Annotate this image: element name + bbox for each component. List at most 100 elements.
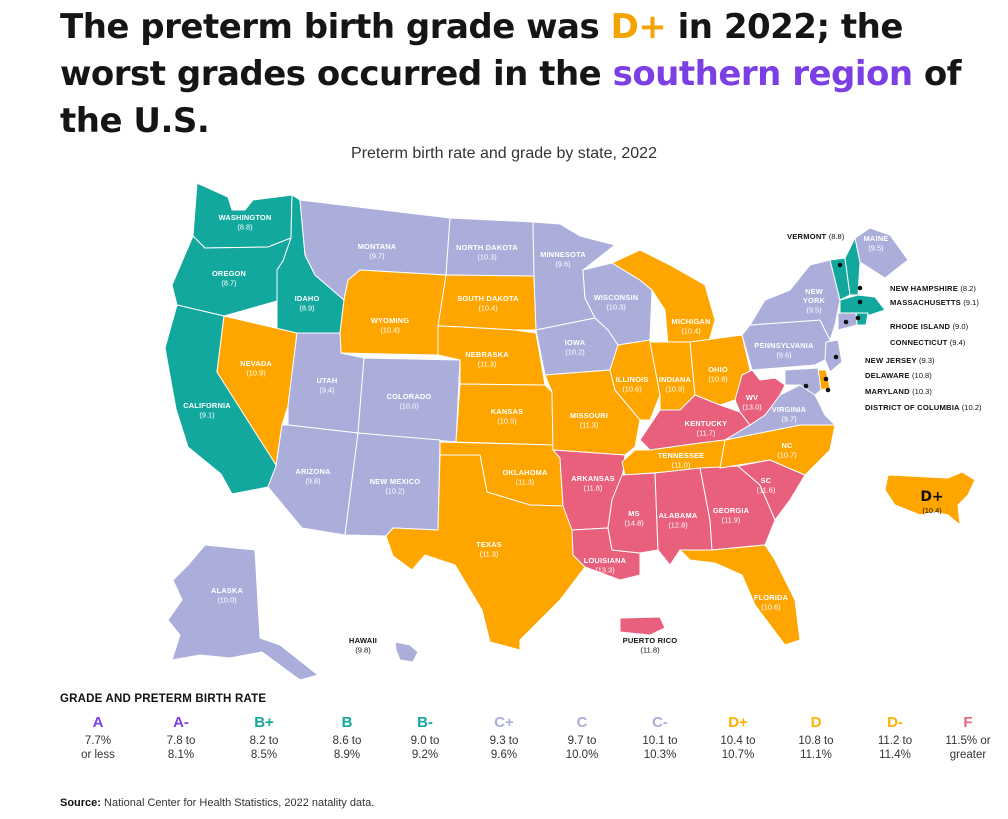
state-name-nc: NC [781,441,793,450]
state-name-fl: FLORIDA [754,593,789,602]
state-name-or: OREGON [212,269,246,278]
us-grade-label: D+ [920,489,943,505]
callout-dot-nj [833,354,839,360]
headline-part1: The preterm birth grade was [60,7,611,47]
callout-dot-de [823,376,829,382]
state-rate-mn: (9.6) [555,260,570,269]
state-shape-ak[interactable] [167,544,319,681]
state-shape-nj[interactable] [824,339,843,373]
us-map: WASHINGTON(8.8) OREGON(8.7) CALIFORNIA(9.1… [164,182,982,681]
state-rate-in: (10.9) [665,385,684,394]
state-label-tx: TEXAS(11.3) [476,540,501,559]
state-label-mi: MICHIGAN(10.4) [672,317,711,336]
state-label-wa: WASHINGTON(8.8) [219,213,272,232]
state-name-ar: ARKANSAS [571,474,614,483]
state-rate-ca: (9.1) [199,411,214,420]
state-name-wi: WISCONSIN [594,293,639,302]
state-shape-tx[interactable] [385,454,586,651]
callout-label-nj: NEW JERSEY (9.3) [865,356,935,365]
state-name-wa: WASHINGTON [219,213,272,222]
legend-range: 11.5% or greater [945,735,991,761]
headline-part3: of the U.S. [60,54,962,141]
state-label-wy: WYOMING(10.4) [371,316,409,335]
state-shape-hi[interactable] [394,641,419,663]
state-name-mn: MINNESOTA [540,250,586,259]
state-label-or: OREGON(8.7) [212,269,246,288]
state-shape-fl[interactable] [679,544,801,646]
state-shape-me[interactable] [854,227,909,279]
legend-grade: A- [173,714,189,731]
callout-dot-dc [825,387,831,393]
state-shape-md[interactable] [784,367,822,396]
state-rate-al: (12.8) [668,521,687,530]
state-name-nv: NEVADA [240,359,272,368]
state-label-ia: IOWA(10.2) [565,338,586,357]
state-rate-nv: (10.9) [246,369,265,378]
state-rate-hi: (9.8) [355,646,371,655]
headline: The preterm birth grade was D+ in 2022; … [60,4,990,145]
state-label-oh: OHIO(10.8) [708,365,728,384]
headline-region: southern region [612,54,914,94]
state-label-sd: SOUTH DAKOTA(10.4) [457,294,519,313]
state-label-al: ALABAMA(12.8) [659,511,698,530]
state-rate-nc: (10.7) [777,451,796,460]
source-note: Source: National Center for Health Stati… [60,797,374,809]
legend-item-1: A- 7.8 to 8.1% [141,714,221,762]
state-shape-wv[interactable] [734,369,786,426]
state-label-ny: NEW YORK(9.5) [803,287,825,315]
callout-label-dc: DISTRICT OF COLUMBIA (10.2) [865,403,982,412]
state-name-ky: KENTUCKY [685,419,728,428]
state-name-va: VIRGINIA [772,405,807,414]
state-label-me: MAINE(9.5) [864,234,889,253]
legend-range: 9.7 to 10.0% [565,735,599,761]
legend-title: GRADE AND PRETERM BIRTH RATE [60,693,267,705]
state-name-ut: UTAH [317,376,338,385]
state-name-ne: NEBRASKA [465,350,509,359]
state-name-wy: WYOMING [371,316,409,325]
legend-item-2: B+ 8.2 to 8.5% [224,714,304,762]
state-label-ks: KANSAS(10.5) [491,407,523,426]
state-label-hi: HAWAII(9.8) [349,636,377,655]
state-rate-pa: (9.6) [776,351,791,360]
state-name-nm: NEW MEXICO [370,477,421,486]
state-rate-nm: (10.2) [385,487,404,496]
legend-grade: C- [652,714,668,731]
legend-grade: D- [887,714,903,731]
legend-range: 11.2 to 11.4% [877,735,913,761]
legend-range: 9.3 to 9.6% [489,735,519,761]
state-rate-ar: (11.8) [584,484,603,493]
state-rate-wa: (8.8) [237,223,252,232]
legend-item-4: B- 9.0 to 9.2% [385,714,465,762]
state-label-co: COLORADO(10.0) [387,392,432,411]
callout-dot-md [803,383,809,389]
legend-item-3: B 8.6 to 8.9% [307,714,387,762]
source-text: National Center for Health Statistics, 2… [100,797,375,809]
state-name-al: ALABAMA [659,511,698,520]
state-label-ms: MS(14.8) [624,509,643,528]
state-rate-wi: (10.3) [606,303,625,312]
state-name-in: INDIANA [659,375,692,384]
state-shape-nh[interactable] [844,237,861,296]
state-label-ky: KENTUCKY(11.7) [685,419,728,438]
legend-grade: C+ [494,714,514,731]
callout-label-ma: MASSACHUSETTS (9.1) [890,298,979,307]
state-shape-wy[interactable] [339,269,447,356]
state-shape-pr[interactable] [619,616,666,636]
callout-dot-ma [857,299,863,305]
state-rate-il: (10.6) [622,385,641,394]
state-label-ca: CALIFORNIA(9.1) [183,401,231,420]
state-label-nc: NC(10.7) [777,441,796,460]
grade-legend: A 7.7% or less A- 7.8 to 8.1% B+ 8.2 to 8.5% B… [58,714,998,774]
state-rate-ga: (11.9) [722,516,741,525]
state-label-va: VIRGINIA(9.7) [772,405,807,424]
state-rate-tn: (11.0) [672,461,691,470]
state-name-il: ILLINOIS [616,375,649,384]
state-label-nm: NEW MEXICO(10.2) [370,477,421,496]
state-name-tn: TENNESSEE [658,451,705,460]
state-shape-ma[interactable] [839,294,886,316]
state-name-mi: MICHIGAN [672,317,711,326]
state-name-ga: GEORGIA [713,506,750,515]
state-rate-ny: (9.5) [806,306,821,315]
state-label-fl: FLORIDA(10.6) [754,593,789,612]
state-rate-sd: (10.4) [478,304,497,313]
